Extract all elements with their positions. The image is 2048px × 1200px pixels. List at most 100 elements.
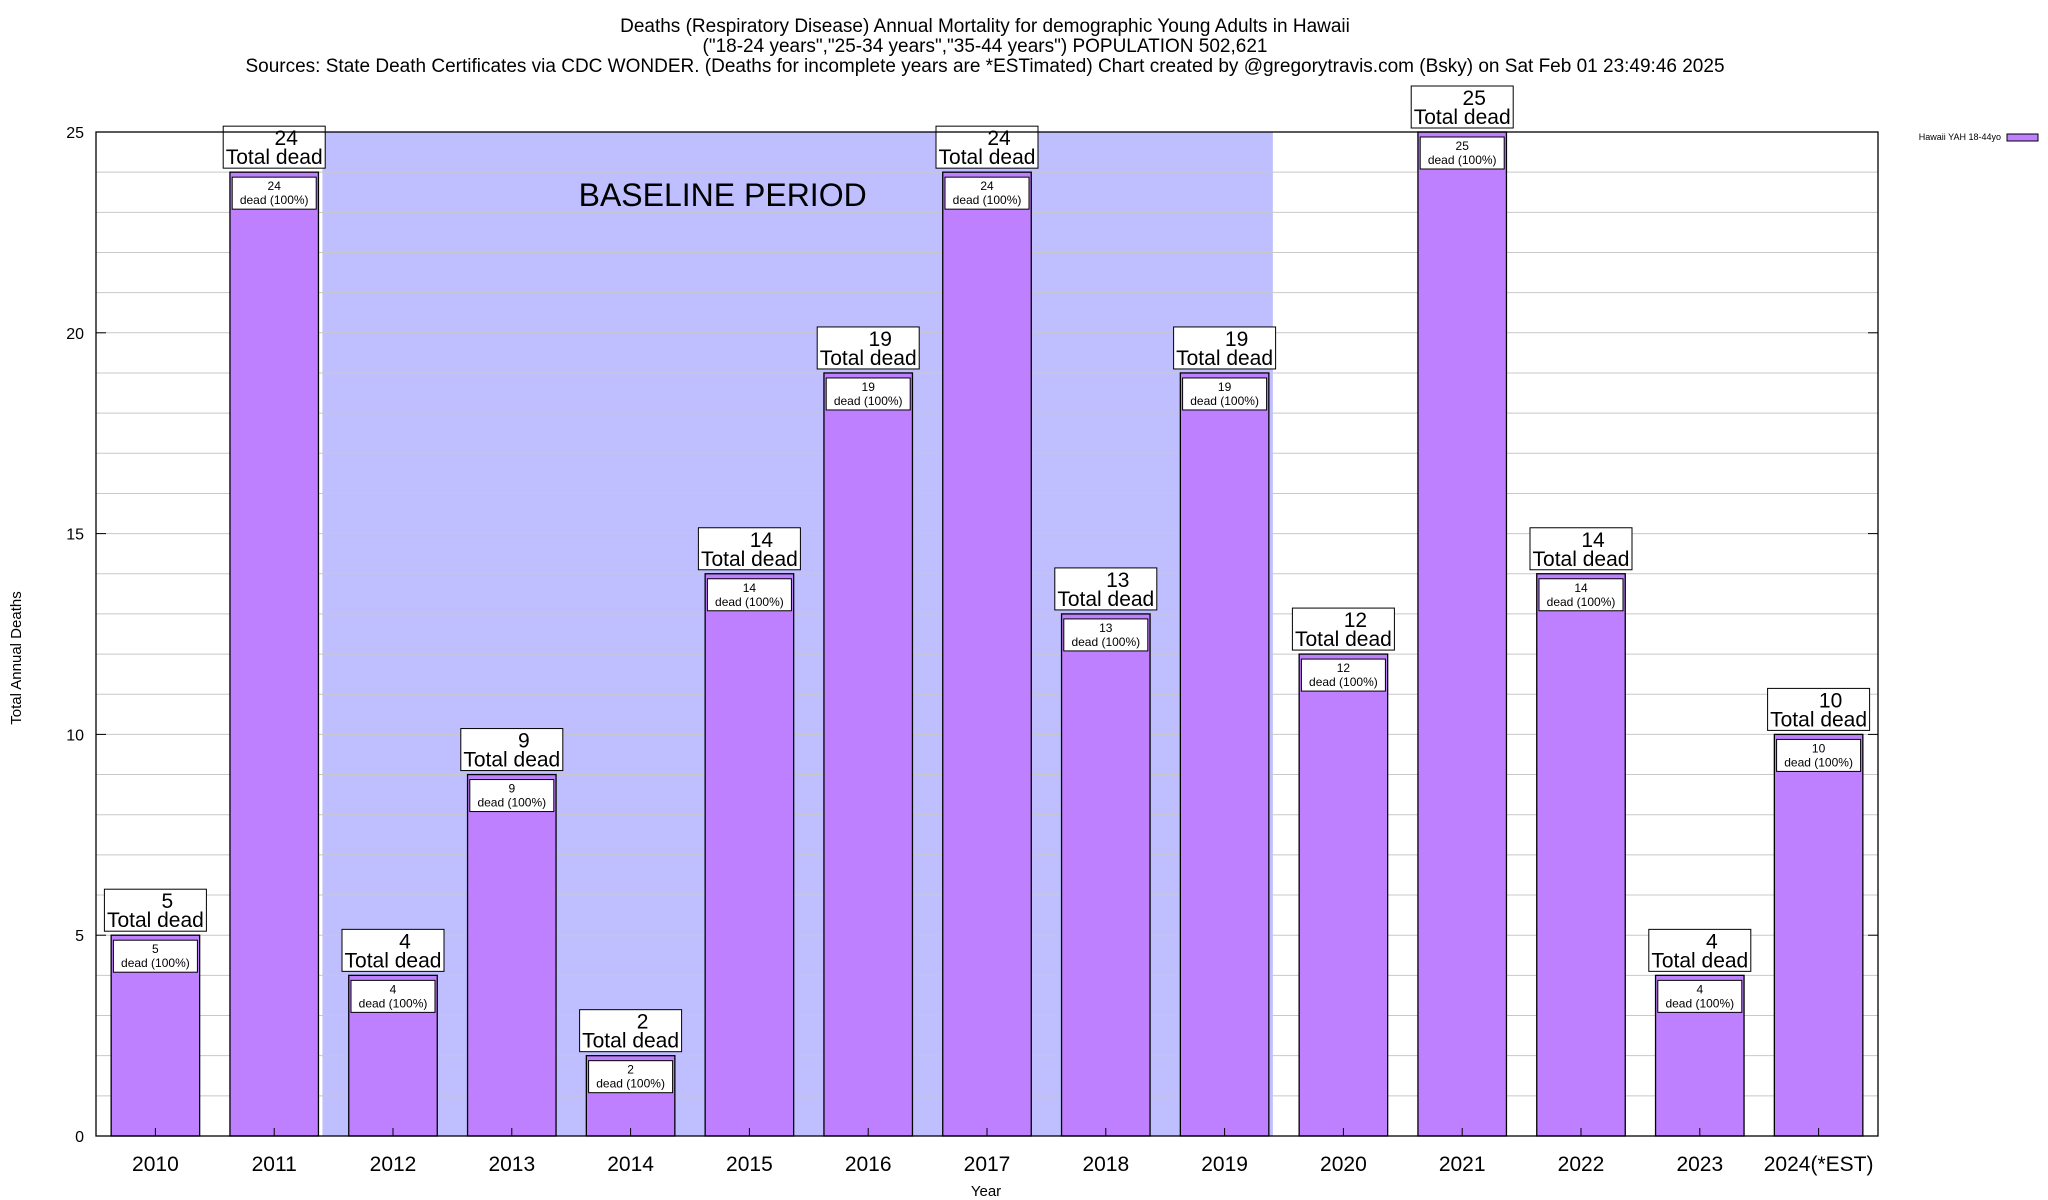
total-dead-label: Total dead [939,146,1036,169]
total-value-label: 12 [1344,609,1367,632]
inner-percent-label: dead (100%) [1190,394,1259,408]
x-tick-label: 2014 [607,1153,654,1176]
bar-2024(*EST) [1773,733,1864,1137]
inner-value-label: 13 [1099,621,1113,635]
bar-2022 [1536,573,1626,1137]
x-tick-label: 2019 [1201,1153,1248,1176]
inner-value-label: 24 [268,179,282,193]
y-axis-label: Total Annual Deaths [8,591,25,724]
inner-value-label: 19 [862,380,876,394]
total-dead-label: Total dead [701,548,798,571]
total-dead-label: Total dead [1176,347,1273,370]
inner-percent-label: dead (100%) [1547,595,1616,609]
inner-label-box [825,377,911,411]
inner-percent-label: dead (100%) [953,193,1022,207]
inner-percent-label: dead (100%) [1071,635,1140,649]
x-tick-label: 2015 [726,1153,773,1176]
total-label-box [935,125,1039,169]
total-label-box [222,125,326,169]
x-tick-label: 2020 [1320,1153,1367,1176]
total-dead-label: Total dead [1651,949,1748,972]
legend-swatch [2006,133,2039,142]
x-axis-label: Year [971,1183,1001,1200]
bar-2017 [942,171,1032,1137]
y-tick-label: 20 [66,326,84,343]
total-dead-label: Total dead [1533,548,1630,571]
total-label-box [460,728,564,772]
y-tick-label: 0 [75,1129,84,1146]
total-value-label: 24 [987,127,1011,150]
inner-percent-label: dead (100%) [1309,675,1378,689]
bar-2011 [229,171,320,1137]
inner-percent-label: dead (100%) [596,1077,665,1091]
inner-percent-label: dead (100%) [240,193,309,207]
total-label-box [1054,567,1158,611]
total-dead-label: Total dead [463,749,560,772]
total-value-label: 9 [518,730,530,753]
x-tick-label: 2010 [132,1153,179,1176]
x-tick-label: 2023 [1676,1153,1723,1176]
total-value-label: 24 [275,127,299,150]
total-value-label: 5 [162,890,174,913]
total-value-label: 2 [637,1011,649,1034]
plot-border [95,131,1879,1137]
bar-2015 [704,573,795,1137]
total-value-label: 25 [1463,87,1486,110]
total-dead-label: Total dead [1770,708,1867,731]
inner-label-box [1776,738,1862,772]
inner-label-box [1538,578,1624,612]
total-dead-label: Total dead [1057,588,1154,611]
total-label-box [579,1009,683,1053]
inner-value-label: 14 [1574,581,1588,595]
total-dead-label: Total dead [1414,106,1511,129]
x-tick-label: 2017 [964,1153,1011,1176]
x-tick-label: 2013 [488,1153,535,1176]
total-value-label: 13 [1106,569,1129,592]
total-label-box [341,928,445,972]
x-tick-label: 2024(*EST) [1764,1153,1874,1176]
inner-label-box [588,1060,674,1094]
inner-value-label: 10 [1812,741,1826,755]
inner-percent-label: dead (100%) [715,595,784,609]
total-dead-label: Total dead [107,909,204,932]
total-dead-label: Total dead [345,949,442,972]
y-tick-label: 15 [66,527,84,544]
y-tick-label: 10 [66,727,84,744]
total-value-label: 10 [1819,689,1842,712]
inner-value-label: 19 [1218,380,1232,394]
inner-label-box [231,176,317,210]
inner-percent-label: dead (100%) [121,956,190,970]
bar-layer [110,131,1864,1137]
inner-percent-label: dead (100%) [359,996,428,1010]
inner-value-label: 14 [743,581,757,595]
total-value-label: 19 [1225,328,1248,351]
x-tick-label: 2011 [252,1153,297,1176]
inner-value-label: 4 [1696,982,1703,996]
inner-label-box [350,979,436,1013]
bar-2019 [1179,372,1270,1137]
inner-label-box [1182,377,1268,411]
inner-percent-label: dead (100%) [834,394,903,408]
inner-label-box [112,939,198,973]
inner-label-box [1300,658,1386,692]
inner-value-label: 25 [1456,139,1470,153]
total-value-label: 19 [869,328,892,351]
total-value-label: 4 [1706,930,1718,953]
inner-value-label: 2 [627,1063,634,1077]
baseline-band-label: BASELINE PERIOD [579,177,867,213]
inner-percent-label: dead (100%) [1665,996,1734,1010]
inner-label-box [1419,136,1505,170]
total-dead-label: Total dead [582,1030,679,1053]
y-tick-label: 25 [66,125,84,142]
x-tick-label: 2012 [370,1153,417,1176]
x-tick-label: 2021 [1439,1153,1486,1176]
total-label-box [1529,527,1633,571]
total-value-label: 14 [1581,529,1605,552]
x-tick-label: 2022 [1558,1153,1605,1176]
total-value-label: 4 [399,930,411,953]
inner-label-box [944,176,1030,210]
inner-label-box [1657,979,1743,1013]
inner-label-box [1063,618,1149,652]
